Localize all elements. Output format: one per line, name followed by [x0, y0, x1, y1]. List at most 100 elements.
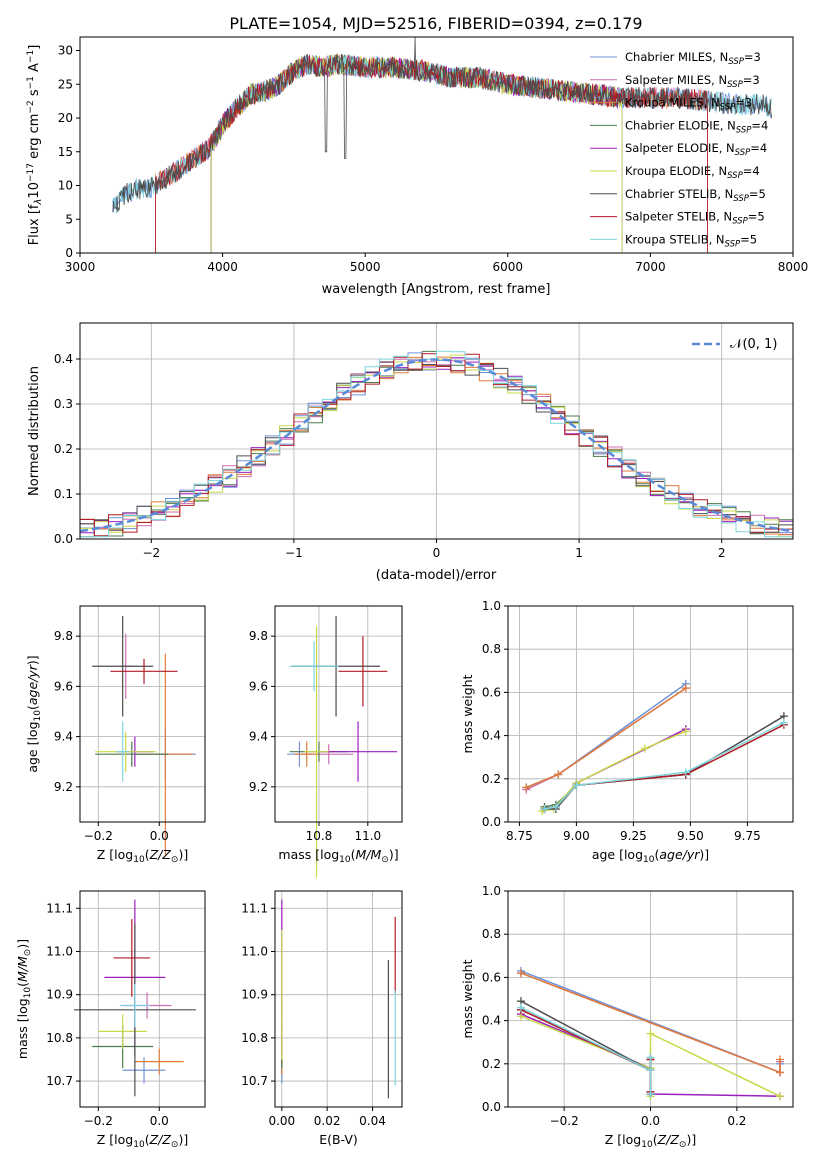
legend-label: Salpeter MILES, NSSP=3	[625, 73, 760, 90]
y-tick-label: 1.0	[482, 884, 501, 898]
x-tick-label: 11.0	[354, 829, 381, 843]
y-tick-label: 15	[58, 145, 73, 159]
x-tick-label: 10.8	[306, 829, 333, 843]
axis-label: E(B-V)	[319, 1132, 358, 1147]
x-tick-label: −0.2	[84, 829, 113, 843]
y-tick-label: 1.0	[482, 599, 501, 613]
legend-label: Kroupa ELODIE, NSSP=4	[625, 164, 760, 181]
y-tick-label: 9.4	[249, 730, 268, 744]
figure-title: PLATE=1054, MJD=52516, FIBERID=0394, z=0…	[229, 14, 642, 33]
legend-label: Chabrier MILES, NSSP=3	[625, 50, 761, 67]
y-tick-label: 9.8	[249, 629, 268, 643]
y-tick-label: 9.2	[249, 780, 268, 794]
y-tick-label: 0.1	[54, 487, 73, 501]
series-line	[520, 1006, 652, 1094]
legend-label: Chabrier STELIB, NSSP=5	[625, 187, 766, 204]
y-tick-label: 10	[58, 179, 73, 193]
y-tick-label: 11.1	[46, 901, 73, 915]
x-tick-label: −2	[142, 546, 160, 560]
y-tick-label: 0.4	[54, 352, 73, 366]
y-tick-label: 10.7	[46, 1074, 73, 1088]
age-vs-mass-panel: 10.8 11.0 9.2 9.4 9.6 9.8 mass [log10(M/M⊙)]	[249, 605, 403, 878]
residual-legend: 𝒩(0, 1)	[692, 337, 777, 352]
y-tick-label: 9.6	[249, 679, 268, 693]
y-tick-label: 10.9	[241, 988, 268, 1002]
y-tick-label: 11.1	[241, 901, 268, 915]
gaussian-curve	[79, 358, 794, 533]
y-tick-label: 0.4	[482, 1014, 501, 1028]
x-tick-label: 2	[718, 546, 726, 560]
y-tick-label: 0.0	[482, 1100, 501, 1114]
x-tick-label: −0.2	[550, 1114, 579, 1128]
axis-label: Z [log10(Z/Z⊙)]	[97, 1132, 188, 1150]
y-tick-label: 0.0	[482, 815, 501, 829]
y-tick-label: 0.6	[482, 685, 501, 699]
legend-label: Chabrier ELODIE, NSSP=4	[625, 118, 768, 135]
y-tick-label: 11.0	[46, 944, 73, 958]
residual-legend-label: 𝒩(0, 1)	[730, 337, 777, 352]
x-tick-label: 0.0	[641, 1114, 660, 1128]
y-tick-label: 0.8	[482, 642, 501, 656]
axis-label: age [log10(age/yr)]	[25, 655, 43, 772]
x-tick-label: 5000	[350, 260, 381, 274]
x-tick-label: 0.0	[150, 829, 169, 843]
x-tick-label: 4000	[207, 260, 238, 274]
y-tick-label: 0.6	[482, 970, 501, 984]
x-tick-label: 6000	[493, 260, 524, 274]
x-tick-label: 0	[433, 546, 441, 560]
y-tick-label: 25	[58, 77, 73, 91]
y-tick-label: 9.2	[54, 780, 73, 794]
legend-label: Salpeter STELIB, NSSP=5	[625, 210, 765, 227]
y-tick-label: 0.2	[482, 772, 501, 786]
mass-vs-Z-panel: −0.2 0.0 10.7 10.8 10.9 11.0 11.1 Z [log10(Z/Z⊙…	[15, 890, 206, 1150]
spectrum-lines	[112, 36, 772, 253]
x-tick-label: 8.75	[506, 829, 533, 843]
y-tick-label: 0.8	[482, 927, 501, 941]
spectrum-line	[112, 36, 772, 213]
y-tick-label: 9.8	[54, 629, 73, 643]
y-tick-label: 10.9	[46, 988, 73, 1002]
y-tick-label: 0.4	[482, 729, 501, 743]
x-tick-label: 9.75	[734, 829, 761, 843]
y-tick-label: 20	[58, 111, 73, 125]
y-tick-label: 0.2	[54, 442, 73, 456]
axis-label: mass weight	[460, 959, 475, 1038]
residual-panel: −2 −1 0 1 2 0.0 0.1 0.2 0.3 0.4 𝒩(0, 1) (data-mod…	[27, 322, 794, 583]
y-tick-label: 0.2	[482, 1057, 501, 1071]
y-tick-label: 0.3	[54, 397, 73, 411]
y-tick-label: 11.0	[241, 944, 268, 958]
mass-vs-EBV-panel: 0.00 0.02 0.04 10.7 10.8 10.9 11.0 11.1 E(B-V)	[241, 890, 403, 1147]
y-tick-label: 10.8	[46, 1031, 73, 1045]
spectrum-legend: Chabrier MILES, NSSP=3 Salpeter MILES, NS…	[590, 50, 768, 249]
x-tick-label: 8000	[778, 260, 809, 274]
x-tick-label: 3000	[65, 260, 96, 274]
legend-label: Kroupa MILES, NSSP=3	[625, 96, 752, 113]
weight-vs-age-panel: 8.75 9.00 9.25 9.50 9.75 0.0 0.2 0.4 0.6 0.8 1.0 ag…	[460, 599, 794, 865]
y-tick-label: 9.4	[54, 730, 73, 744]
axis-label: Z [log10(Z/Z⊙)]	[97, 847, 188, 865]
y-tick-label: 10.8	[241, 1031, 268, 1045]
axis-label: age [log10(age/yr)]	[592, 847, 709, 865]
y-tick-label: 0	[65, 246, 73, 260]
x-tick-label: 1	[575, 546, 583, 560]
x-tick-label: −1	[285, 546, 303, 560]
x-tick-label: 0.00	[268, 1114, 295, 1128]
residual-xlabel: (data-model)/error	[376, 568, 497, 583]
axis-label: mass [log10(M/M⊙)]	[15, 939, 33, 1059]
y-tick-label: 30	[58, 44, 73, 58]
age-vs-Z-panel: −0.2 0.0 9.2 9.4 9.6 9.8 Z [log10(Z/Z⊙)] age [l…	[25, 605, 206, 865]
x-tick-label: 0.02	[314, 1114, 341, 1128]
x-tick-label: 9.50	[677, 829, 704, 843]
x-tick-label: 9.00	[563, 829, 590, 843]
spectrum-ylabel: Flux [fλ10−17 erg cm−2 s−1 A−1]	[26, 45, 44, 246]
spectrum-panel: 3000 4000 5000 6000 7000 8000 0 5 10 15 20 25 30 Cha…	[26, 36, 809, 297]
y-tick-label: 0.0	[54, 532, 73, 546]
x-tick-label: −0.2	[84, 1114, 113, 1128]
legend-label: Salpeter ELODIE, NSSP=4	[625, 141, 767, 158]
y-tick-label: 5	[65, 212, 73, 226]
residual-ylabel: Normed distribution	[27, 366, 42, 496]
y-tick-label: 10.7	[241, 1074, 268, 1088]
x-tick-label: 0.0	[150, 1114, 169, 1128]
axis-label: Z [log10(Z/Z⊙)]	[605, 1132, 696, 1150]
